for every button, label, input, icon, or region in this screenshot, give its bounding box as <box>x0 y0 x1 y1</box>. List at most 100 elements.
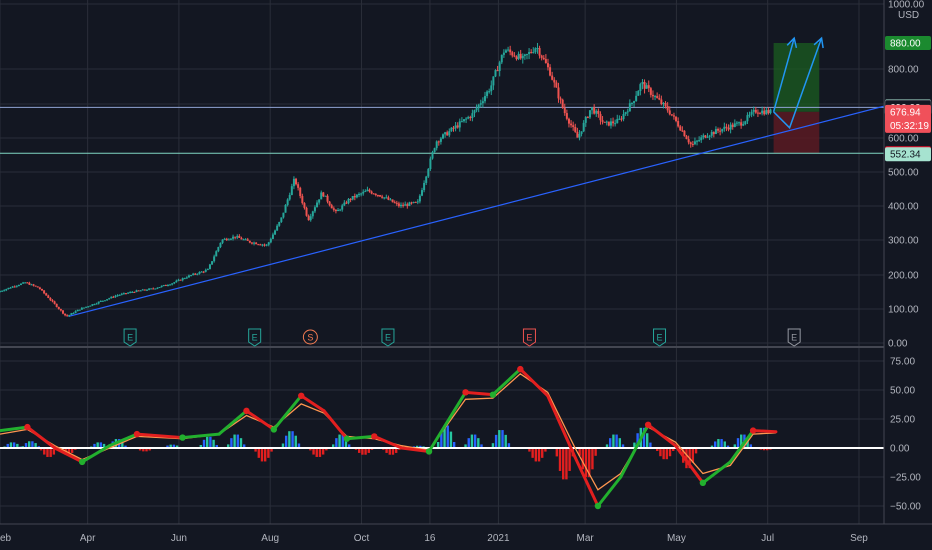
histogram-bar <box>202 439 206 448</box>
candle-body <box>341 205 344 210</box>
histogram-bar <box>142 448 145 452</box>
candle-body <box>122 293 125 295</box>
histogram-bar <box>291 431 294 448</box>
candle-body <box>439 138 442 142</box>
histogram-bar <box>470 434 474 448</box>
candle-body <box>360 193 363 195</box>
candle-body <box>763 110 766 115</box>
histogram-bar <box>46 448 49 457</box>
oscillator-main-segment <box>619 423 650 479</box>
histogram-bar <box>544 448 547 452</box>
candle-body <box>349 198 352 200</box>
histogram-bar <box>507 443 511 448</box>
candle-body <box>276 225 279 231</box>
candle-body <box>259 244 262 246</box>
histogram-bar <box>672 448 675 452</box>
candle-body <box>141 289 144 291</box>
histogram-bar <box>668 448 672 457</box>
candle-body <box>565 113 568 119</box>
candle-body <box>645 85 648 89</box>
histogram-bar <box>609 438 612 448</box>
histogram-bar <box>357 448 361 453</box>
candle-body <box>139 290 142 292</box>
crossover-dot <box>78 458 86 466</box>
histogram-bar <box>662 448 665 460</box>
histogram-bar <box>443 425 446 448</box>
histogram-bar <box>121 441 124 448</box>
candle-body <box>305 207 308 216</box>
histogram-bar <box>726 445 730 448</box>
candle-body <box>614 123 617 125</box>
candle-body <box>0 291 1 293</box>
candle-body <box>660 99 663 105</box>
histogram-bar <box>645 433 649 448</box>
histogram-bar <box>534 448 538 462</box>
candle-body <box>588 110 591 118</box>
price-tag-label: 552.34 <box>890 150 921 161</box>
candle-body <box>311 211 314 217</box>
candle-body <box>467 117 470 119</box>
candle-body <box>586 117 589 119</box>
candle-body <box>330 205 333 209</box>
candle-body <box>59 308 62 311</box>
time-tick-label: Aug <box>261 533 279 544</box>
histogram-bar <box>615 434 618 448</box>
candle-body <box>465 118 468 120</box>
price-tick-label: 300.00 <box>888 236 919 247</box>
oscillator-main-segment <box>299 394 326 413</box>
histogram-bar <box>215 444 218 448</box>
candle-body <box>687 139 690 143</box>
candle-body <box>244 239 247 241</box>
candle-body <box>143 289 146 291</box>
histogram-bar <box>467 438 470 448</box>
candle-body <box>624 112 627 114</box>
candle-body <box>670 114 673 116</box>
candle-body <box>286 199 289 205</box>
candle-body <box>729 124 732 130</box>
candle-body <box>133 291 136 293</box>
histogram-bar <box>284 435 288 448</box>
time-tick-label: Jul <box>761 533 774 544</box>
candle-body <box>366 189 369 192</box>
histogram-bar <box>309 448 312 451</box>
candle-body <box>572 125 575 127</box>
histogram-bar <box>480 444 483 448</box>
projection-arrow-2 <box>773 37 823 130</box>
candle-body <box>148 288 151 290</box>
candle-body <box>284 204 287 213</box>
histogram-bar <box>28 441 31 448</box>
candle-body <box>637 91 640 96</box>
candle-body <box>530 52 533 54</box>
histogram-bar <box>99 442 103 448</box>
histogram-bar <box>541 448 544 458</box>
histogram-bar <box>498 430 501 448</box>
candle-body <box>166 284 169 286</box>
candle-body <box>479 103 482 105</box>
candle-body <box>483 96 486 102</box>
candle-body <box>693 141 696 145</box>
candle-body <box>397 203 400 207</box>
candle-body <box>162 285 165 287</box>
crossover-dot <box>489 391 497 398</box>
candle-body <box>295 178 298 185</box>
candle-body <box>691 143 694 145</box>
candle-body <box>101 300 104 302</box>
candle-body <box>70 313 73 315</box>
candle-body <box>372 193 375 195</box>
candle-body <box>618 118 621 120</box>
candle-body <box>271 234 274 239</box>
candle-body <box>221 239 224 243</box>
candle-body <box>219 242 222 248</box>
candle-body <box>358 193 361 195</box>
candle-body <box>735 122 738 124</box>
candle-body <box>47 295 50 298</box>
histogram-bar <box>449 431 453 448</box>
candle-body <box>504 50 507 53</box>
candle-body <box>9 287 12 289</box>
histogram-bar <box>39 448 43 451</box>
candle-body <box>36 286 39 288</box>
histogram-bar <box>172 444 176 448</box>
candle-body <box>654 96 657 98</box>
histogram-bar <box>335 438 338 448</box>
